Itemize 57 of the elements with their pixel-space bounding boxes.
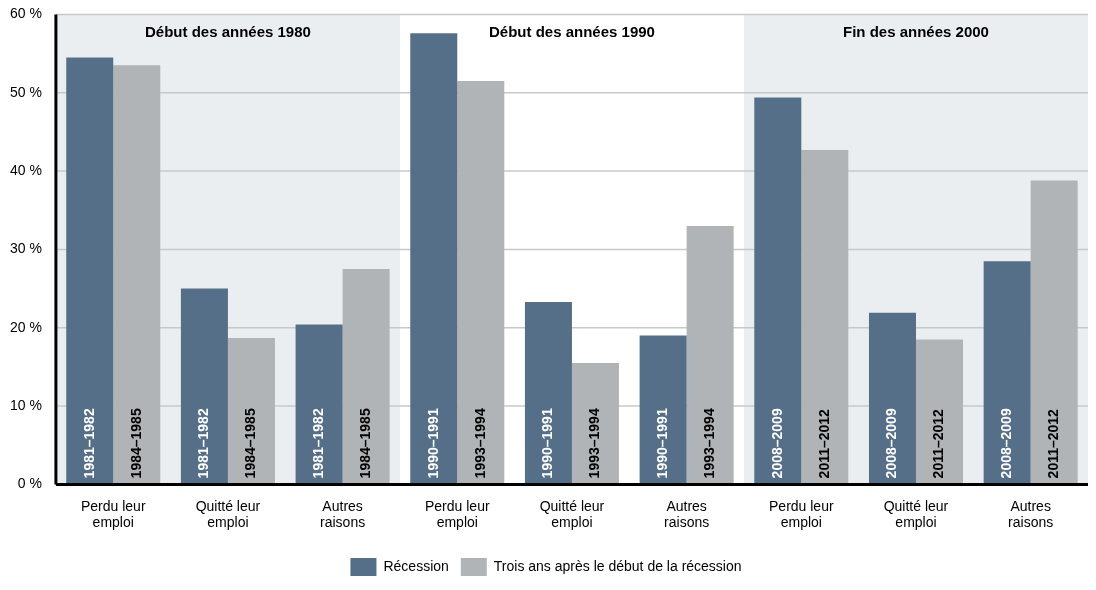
x-tick-label: Autres raisons — [664, 497, 710, 531]
x-tick-label: Quitté leur emploi — [195, 497, 261, 531]
data-label: 2011–2012 — [815, 408, 832, 479]
data-label: 2011–2012 — [930, 408, 947, 479]
bar — [342, 268, 390, 485]
data-label: 2008–2009 — [883, 408, 900, 479]
data-label: 1981–1982 — [309, 408, 326, 479]
x-tick-label: Quitté leur emploi — [883, 497, 949, 531]
bar — [639, 335, 687, 485]
y-tick-label: 50 % — [9, 83, 42, 100]
data-label: 2011–2012 — [1045, 408, 1062, 479]
data-label: 2008–2009 — [998, 408, 1015, 479]
annotation: Début des années 1990 — [488, 22, 655, 40]
data-label: 1993–1994 — [701, 408, 717, 479]
annotation: Fin des années 2000 — [843, 22, 989, 40]
x-tick-label: Autres raisons — [320, 497, 366, 531]
data-label: 1984–1985 — [356, 408, 373, 479]
bar — [983, 261, 1031, 485]
bar — [686, 225, 734, 485]
y-tick-label: 0 % — [17, 475, 42, 492]
data-label: 1984–1985 — [127, 408, 144, 479]
bar — [295, 324, 343, 485]
bar — [113, 65, 161, 485]
y-tick-label: 40 % — [9, 161, 42, 178]
bar — [66, 57, 114, 485]
y-tick-label: 60 % — [9, 5, 42, 22]
y-tick-label: 20 % — [9, 318, 42, 335]
y-tick-label: 10 % — [9, 396, 42, 413]
y-tick-label: 30 % — [9, 240, 42, 257]
x-tick-label: Perdu leur emploi — [80, 497, 146, 531]
bar — [571, 362, 619, 485]
bar — [410, 33, 458, 485]
data-label: 1993–1994 — [586, 408, 603, 479]
data-label: 2008–2009 — [768, 408, 785, 479]
data-label: 1993–1994 — [471, 408, 488, 479]
bar — [227, 337, 275, 485]
bar — [1030, 180, 1078, 485]
bar — [180, 288, 228, 485]
x-tick-label: Quitté leur emploi — [539, 497, 605, 531]
x-tick-label: Perdu leur emploi — [424, 497, 490, 531]
annotation: Début des années 1980 — [144, 22, 311, 40]
legend-label: Récession — [383, 557, 449, 574]
bar — [754, 97, 802, 485]
bar — [915, 339, 963, 485]
bar — [457, 80, 505, 485]
legend-label: Trois ans après le début de la récession — [493, 557, 742, 574]
bar — [868, 312, 916, 485]
x-tick-label: Perdu leur emploi — [769, 497, 834, 531]
data-label: 1990–1991 — [539, 408, 556, 479]
bar — [524, 301, 572, 485]
data-label: 1984–1985 — [242, 408, 259, 479]
data-label: 1981–1982 — [80, 408, 97, 479]
x-tick-label: Autres raisons — [1008, 497, 1054, 531]
data-label: 1981–1982 — [195, 408, 212, 479]
bar — [801, 149, 849, 485]
data-label: 1990–1991 — [424, 408, 441, 479]
data-label: 1990–1991 — [653, 408, 670, 479]
